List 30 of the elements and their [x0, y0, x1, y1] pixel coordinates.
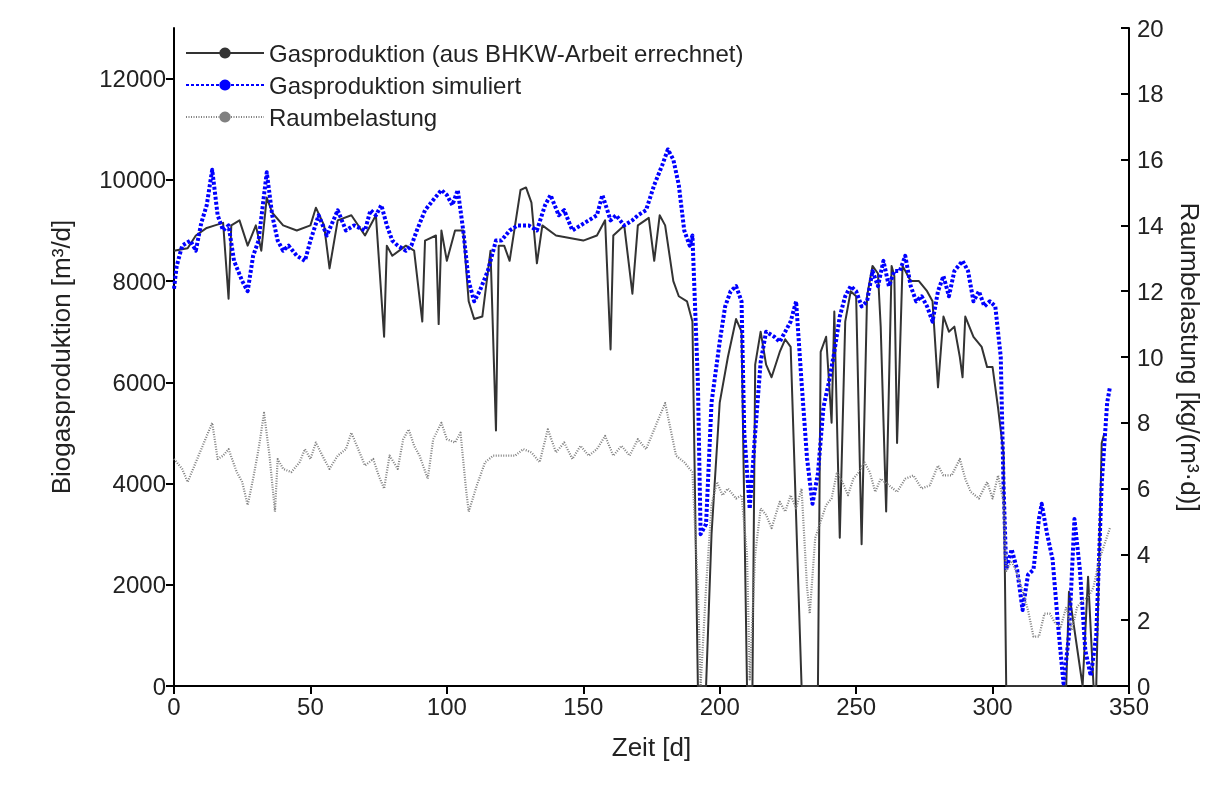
y-tick-label: 10000 — [99, 166, 166, 194]
y2-tick-label: 4 — [1137, 540, 1151, 568]
y2-tick-label: 12 — [1137, 277, 1164, 305]
x-tick-label: 50 — [297, 692, 324, 720]
x-tick-label: 250 — [836, 692, 877, 720]
x-tick-label: 150 — [563, 692, 604, 720]
y2-tick-label: 6 — [1137, 475, 1151, 503]
y-tick-label: 8000 — [112, 267, 166, 295]
y2-axis-title: Raumbelastung [kg/(m³·d)] — [1175, 202, 1205, 512]
y2-tick-label: 20 — [1137, 14, 1164, 42]
y-tick-label: 2000 — [112, 571, 166, 599]
y-tick-label: 6000 — [112, 368, 166, 396]
y-tick-label: 0 — [152, 672, 166, 700]
x-tick-label: 200 — [699, 692, 740, 720]
y-axis-title: Biogasproduktion [m³/d] — [46, 219, 76, 495]
y2-tick-label: 2 — [1137, 606, 1151, 634]
y2-tick-label: 16 — [1137, 146, 1164, 174]
line-series — [172, 401, 1111, 688]
y2-tick-label: 10 — [1137, 343, 1164, 371]
legend-label: Gasproduktion simuliert — [269, 71, 522, 99]
x-tick-label: 300 — [972, 692, 1013, 720]
legend-label: Raumbelastung — [269, 103, 438, 131]
legend-label: Gasproduktion (aus BHKW-Arbeit errechnet) — [269, 39, 744, 67]
y-tick-label: 12000 — [99, 65, 166, 93]
x-axis-title: Zeit [d] — [611, 732, 692, 762]
y2-tick-label: 14 — [1137, 211, 1164, 239]
y-tick-label: 4000 — [112, 470, 166, 498]
x-tick-label: 100 — [426, 692, 467, 720]
y2-tick-label: 18 — [1137, 80, 1164, 108]
y2-tick-label: 8 — [1137, 409, 1151, 437]
